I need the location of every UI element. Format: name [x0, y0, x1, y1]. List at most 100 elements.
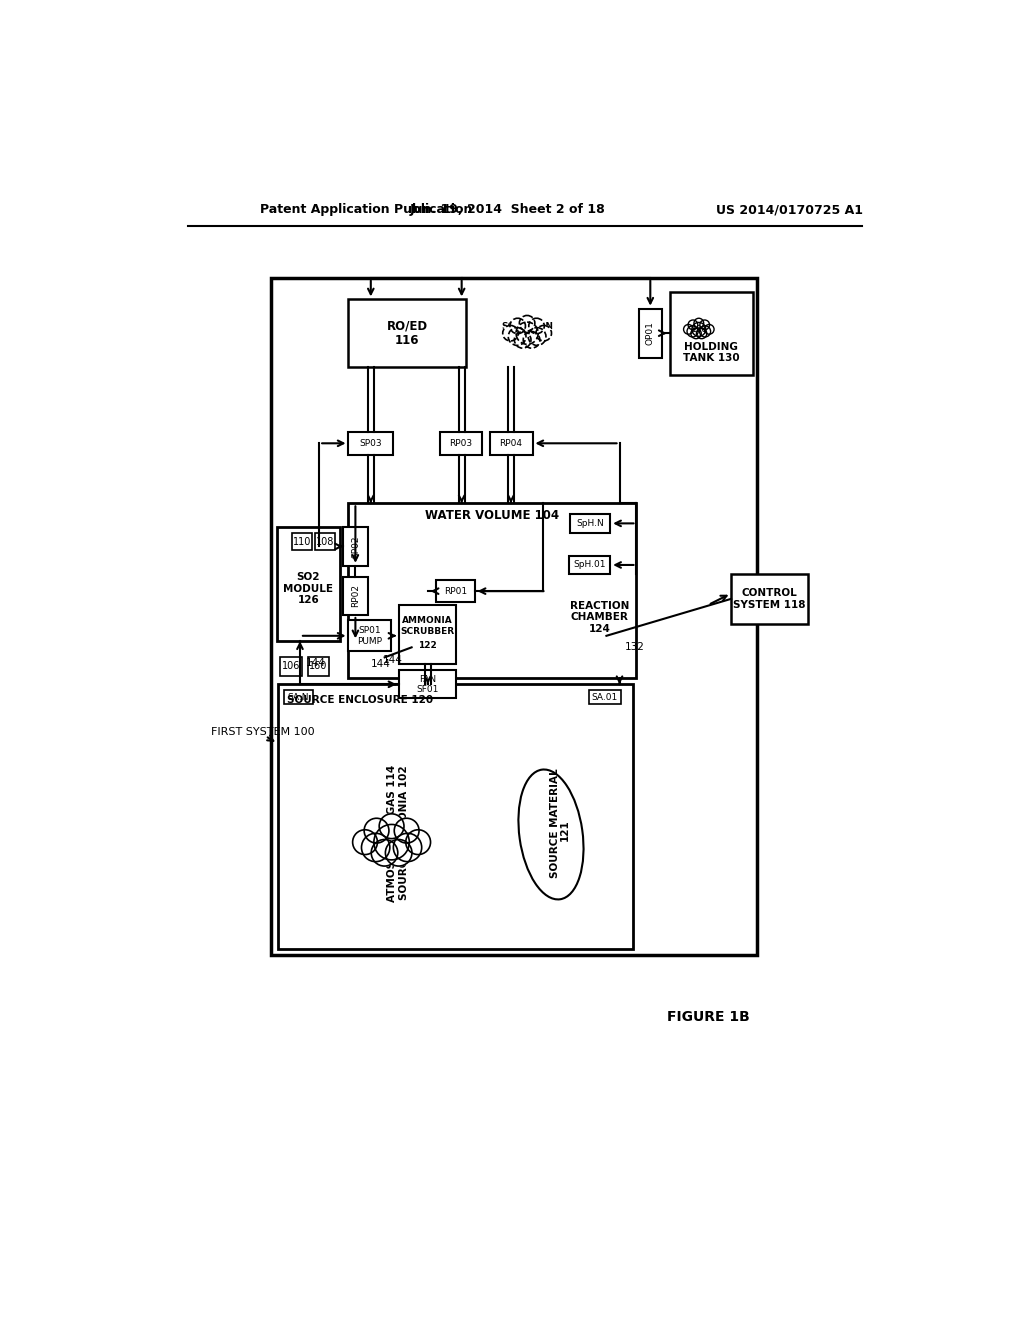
Circle shape	[699, 319, 710, 330]
Bar	[731, 574, 808, 624]
Text: RP02: RP02	[351, 585, 359, 607]
Circle shape	[705, 325, 714, 334]
Text: FIGURE 1B: FIGURE 1B	[667, 1010, 750, 1024]
Text: RP04: RP04	[500, 438, 522, 447]
Circle shape	[510, 318, 525, 334]
Text: SP01
PUMP: SP01 PUMP	[356, 626, 382, 645]
Text: RP01: RP01	[444, 586, 467, 595]
Circle shape	[687, 326, 698, 337]
Text: WATER VOLUME 104: WATER VOLUME 104	[425, 510, 559, 523]
Text: 160: 160	[309, 661, 328, 671]
Bar	[639, 309, 662, 358]
Bar	[284, 690, 313, 705]
Text: SOURCE ENCLOSURE 120: SOURCE ENCLOSURE 120	[287, 696, 433, 705]
Text: RP03: RP03	[450, 438, 472, 447]
Text: SpH.N: SpH.N	[577, 519, 604, 528]
Text: FIRST SYSTEM 100: FIRST SYSTEM 100	[211, 727, 315, 737]
Text: AMMONIA: AMMONIA	[402, 616, 454, 624]
Circle shape	[516, 322, 539, 345]
Bar	[589, 690, 621, 705]
Text: 132: 132	[625, 643, 645, 652]
Circle shape	[374, 825, 410, 859]
Bar	[343, 527, 368, 566]
Bar	[307, 656, 330, 676]
Circle shape	[684, 325, 693, 334]
Circle shape	[691, 329, 701, 339]
Circle shape	[699, 326, 711, 337]
Circle shape	[508, 327, 526, 346]
Text: SP02: SP02	[351, 535, 359, 558]
Text: 144: 144	[306, 657, 326, 668]
Circle shape	[393, 833, 422, 862]
Circle shape	[352, 830, 378, 854]
Text: CONTROL
SYSTEM 118: CONTROL SYSTEM 118	[733, 587, 806, 610]
Circle shape	[361, 833, 390, 862]
Text: SP03: SP03	[359, 438, 382, 447]
Bar	[399, 671, 457, 698]
Text: 128: 128	[691, 325, 707, 334]
Circle shape	[696, 329, 707, 339]
Bar	[276, 527, 340, 642]
Circle shape	[694, 318, 703, 327]
Bar	[490, 432, 532, 455]
Text: REACTION
CHAMBER
124: REACTION CHAMBER 124	[569, 601, 629, 634]
Bar	[278, 684, 634, 949]
Bar	[280, 656, 301, 676]
Text: HOLDING
TANK 130: HOLDING TANK 130	[683, 342, 739, 363]
Circle shape	[528, 318, 545, 334]
Bar	[348, 620, 391, 651]
Bar	[670, 293, 753, 375]
Circle shape	[688, 319, 697, 330]
Text: SOURCE MATERIAL: SOURCE MATERIAL	[550, 768, 560, 878]
Text: SA.01: SA.01	[592, 693, 618, 702]
Text: OP01: OP01	[646, 321, 654, 345]
Text: SpH.01: SpH.01	[573, 561, 606, 569]
Text: 122: 122	[419, 640, 437, 649]
Circle shape	[406, 830, 430, 854]
Text: SO2
MODULE
126: SO2 MODULE 126	[284, 573, 334, 606]
Ellipse shape	[518, 770, 584, 899]
Bar	[343, 577, 368, 615]
Text: 110: 110	[293, 537, 311, 546]
Bar	[399, 605, 457, 664]
Circle shape	[519, 315, 535, 331]
Circle shape	[692, 322, 706, 337]
Bar	[348, 300, 634, 367]
Text: 121: 121	[560, 820, 569, 841]
Circle shape	[372, 840, 397, 866]
Text: 144: 144	[382, 655, 402, 665]
Bar	[348, 503, 637, 678]
Text: RO/ED
116: RO/ED 116	[386, 319, 428, 347]
Text: 108: 108	[316, 537, 335, 546]
Bar	[348, 432, 393, 455]
Text: SOLUTION: SOLUTION	[501, 322, 553, 331]
Bar	[568, 556, 610, 574]
Text: 144: 144	[371, 659, 391, 669]
Text: SA.N: SA.N	[288, 693, 309, 702]
Text: Jun. 19, 2014  Sheet 2 of 18: Jun. 19, 2014 Sheet 2 of 18	[410, 203, 606, 216]
Circle shape	[385, 840, 412, 866]
Bar	[348, 300, 466, 367]
Bar	[440, 432, 482, 455]
Bar	[436, 581, 475, 602]
Circle shape	[514, 331, 531, 348]
Circle shape	[528, 327, 546, 346]
Text: ATMOSPHERIC GAS 114: ATMOSPHERIC GAS 114	[387, 764, 396, 902]
Text: 106: 106	[282, 661, 300, 671]
Circle shape	[523, 331, 540, 348]
Bar	[271, 277, 757, 956]
Text: SOURCE AMMONIA 102: SOURCE AMMONIA 102	[399, 766, 409, 900]
Text: US 2014/0170725 A1: US 2014/0170725 A1	[716, 203, 863, 216]
Circle shape	[394, 818, 419, 843]
Circle shape	[503, 326, 518, 341]
Circle shape	[379, 814, 404, 838]
Circle shape	[365, 818, 389, 843]
Bar	[570, 515, 610, 533]
Text: SCRUBBER: SCRUBBER	[400, 627, 455, 636]
Text: Patent Application Publication: Patent Application Publication	[260, 203, 472, 216]
Text: 128: 128	[518, 333, 537, 342]
Bar	[292, 533, 312, 550]
Bar	[315, 533, 336, 550]
Circle shape	[536, 326, 552, 341]
Text: FAN
SF01: FAN SF01	[417, 675, 439, 694]
